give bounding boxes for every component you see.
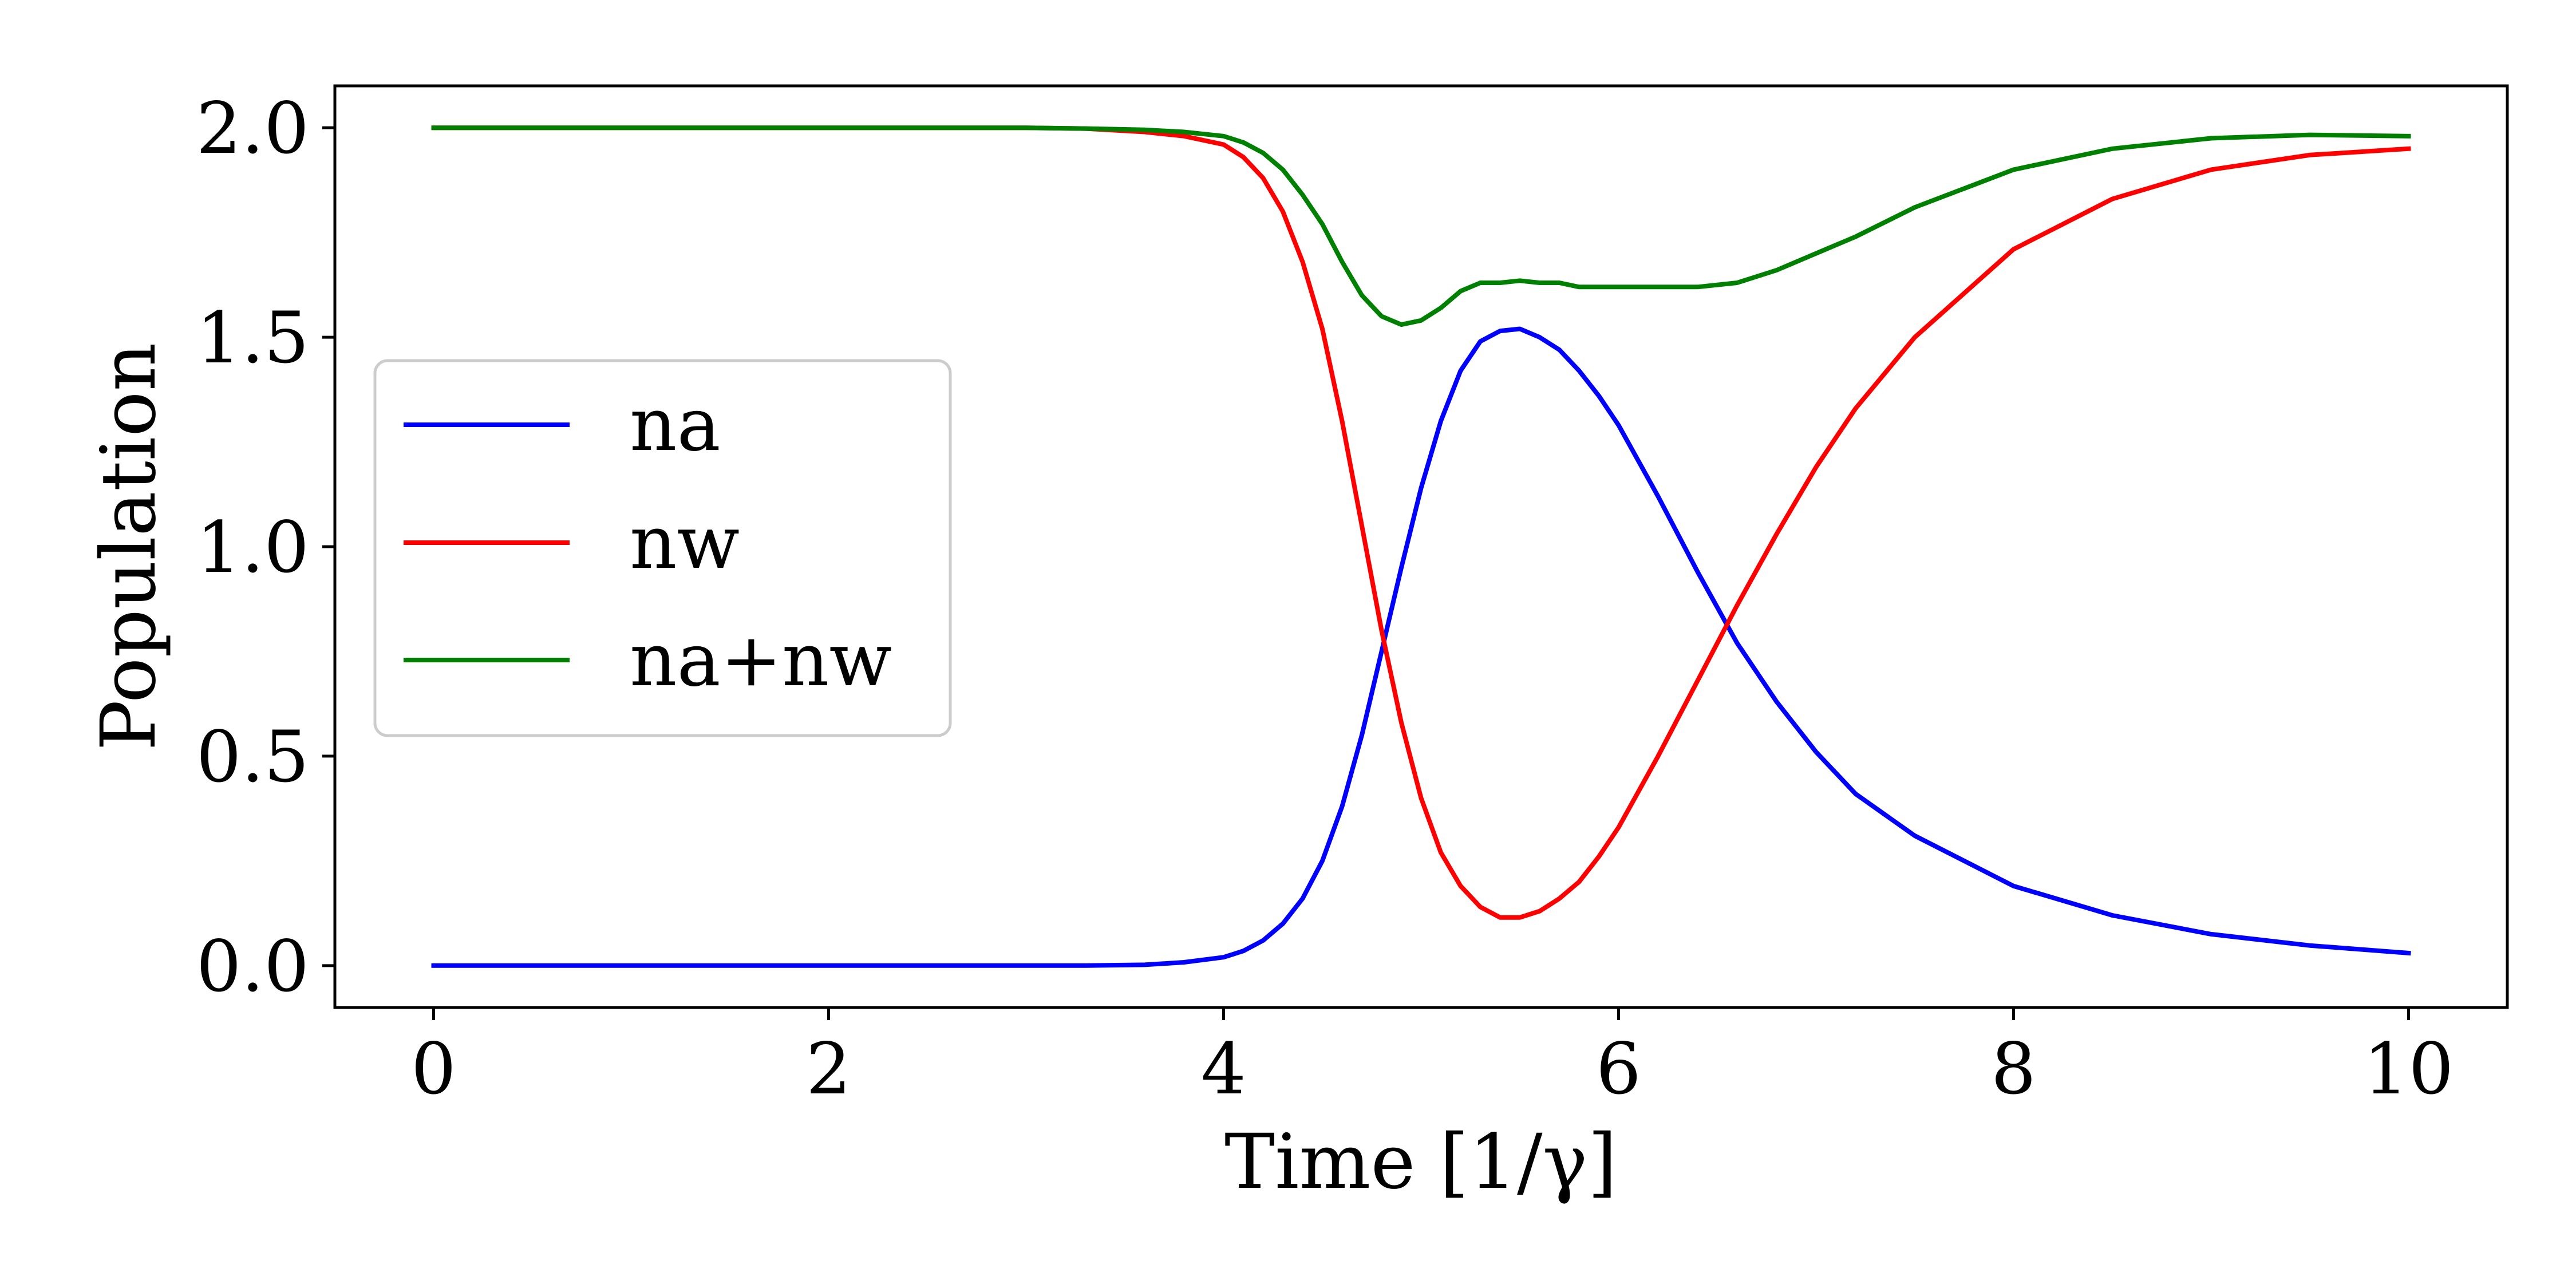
- legend-box: [373, 359, 952, 737]
- x-tick-label: 0: [411, 1028, 456, 1111]
- y-tick-label: 1.0: [196, 507, 309, 589]
- legend-label: na+nw: [630, 618, 892, 703]
- x-tick-label: 6: [1596, 1028, 1641, 1111]
- x-axis: 0 2 4 6 8 10: [411, 1008, 2453, 1111]
- y-axis-label: Population: [85, 342, 173, 750]
- y-tick-label: 0.5: [196, 716, 309, 799]
- x-tick-label: 10: [2364, 1028, 2454, 1111]
- legend-label: na: [630, 382, 721, 468]
- legend: na nw na+nw: [373, 359, 952, 737]
- x-axis-label: Time [1/γ]: [1224, 1118, 1617, 1206]
- x-tick-label: 4: [1201, 1028, 1246, 1111]
- y-tick-label: 0.0: [196, 926, 309, 1008]
- series-line-na-nw: [431, 125, 2411, 327]
- series-layer: [431, 125, 2411, 968]
- x-tick-label: 8: [1991, 1028, 2036, 1111]
- y-axis: 0.0 0.5 1.0 1.5 2.0: [196, 88, 335, 1008]
- y-tick-label: 1.5: [196, 297, 309, 380]
- legend-label: nw: [630, 500, 740, 586]
- y-tick-label: 2.0: [196, 88, 309, 170]
- series-line-na: [431, 326, 2411, 968]
- x-tick-label: 2: [806, 1028, 851, 1111]
